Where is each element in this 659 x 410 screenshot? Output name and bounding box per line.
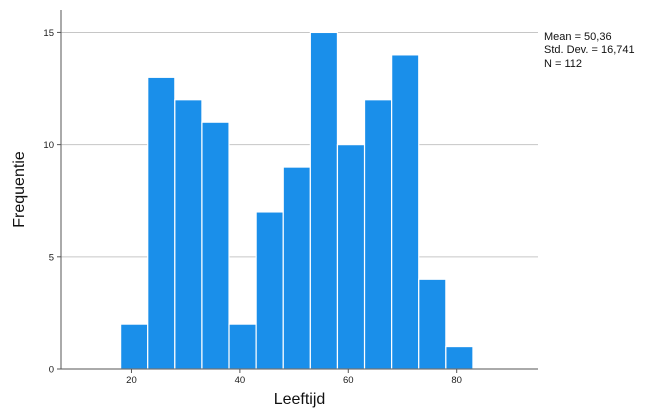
y-axis-ticks: 0 5 10 15 (43, 28, 61, 376)
histogram-bars (120, 31, 474, 370)
y-tick-label-5: 5 (49, 252, 54, 263)
stats-n: N = 112 (544, 58, 582, 70)
histogram-bar-1 (147, 76, 176, 370)
x-axis-ticks: 20 40 60 80 (126, 369, 462, 386)
y-tick-label-0: 0 (49, 365, 54, 376)
stats-summary: Mean = 50,36 Std. Dev. = 16,741 N = 112 (544, 31, 635, 70)
y-tick-label-10: 10 (43, 140, 54, 151)
histogram-bar-2 (174, 99, 203, 370)
histogram-bar-3 (201, 121, 230, 370)
histogram-bar-5 (255, 211, 284, 370)
histogram-bar-11 (418, 278, 447, 370)
histogram-bar-6 (282, 166, 311, 370)
x-tick-label-20: 20 (126, 375, 137, 386)
histogram-bar-7 (309, 31, 339, 370)
axes (60, 10, 538, 370)
histogram-bar-0 (120, 323, 149, 370)
histogram-bar-9 (363, 99, 393, 370)
histogram-bar-8 (336, 144, 366, 370)
x-axis-title: Leeftijd (274, 391, 326, 408)
stats-mean: Mean = 50,36 (544, 31, 612, 43)
histogram-bar-10 (391, 54, 420, 370)
stats-std-dev: Std. Dev. = 16,741 (544, 44, 635, 56)
x-tick-label-80: 80 (451, 375, 462, 386)
y-axis-title: Frequentie (11, 151, 28, 228)
x-tick-label-60: 60 (343, 375, 354, 386)
histogram-bar-12 (445, 345, 474, 370)
x-tick-label-40: 40 (235, 375, 246, 386)
histogram-bar-4 (228, 323, 257, 370)
y-tick-label-15: 15 (43, 28, 54, 39)
